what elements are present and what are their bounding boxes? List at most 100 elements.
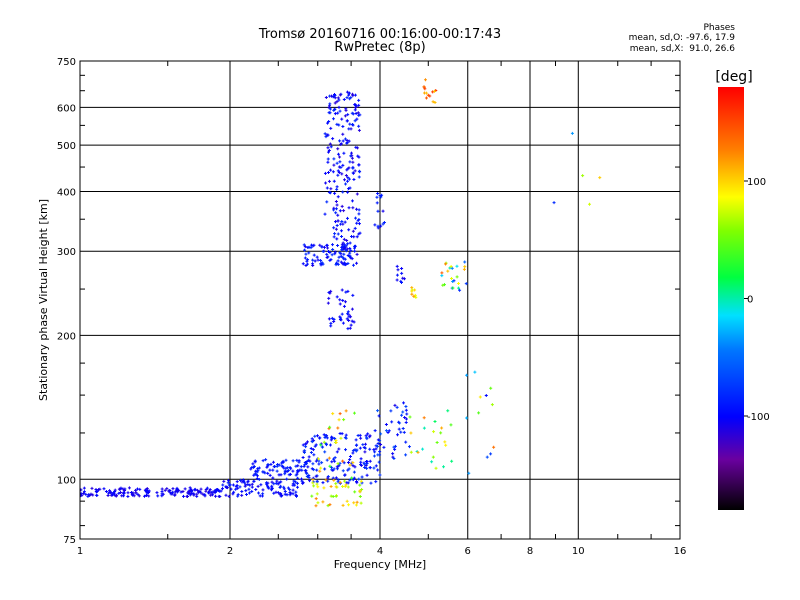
data-point <box>348 478 352 482</box>
data-point <box>458 288 462 292</box>
data-point <box>291 488 295 492</box>
data-point <box>221 483 225 487</box>
data-point <box>433 420 437 424</box>
data-point <box>119 490 123 494</box>
data-point <box>327 148 331 152</box>
data-point <box>391 452 395 456</box>
data-point <box>337 98 341 102</box>
data-point <box>82 486 86 490</box>
data-point <box>301 481 305 485</box>
data-point <box>379 442 383 446</box>
data-point <box>336 243 340 247</box>
data-point <box>340 432 344 436</box>
data-point <box>346 242 350 246</box>
data-point <box>422 91 426 95</box>
data-point <box>332 108 336 112</box>
data-point <box>352 320 356 324</box>
data-point <box>346 468 350 472</box>
data-point <box>376 453 380 457</box>
data-point <box>338 302 342 306</box>
data-point <box>231 492 235 496</box>
data-point <box>305 440 309 444</box>
data-point <box>331 117 335 121</box>
data-point <box>326 476 330 480</box>
data-point <box>355 500 359 504</box>
data-point <box>304 252 308 256</box>
data-point <box>236 486 240 490</box>
data-point <box>400 271 404 275</box>
data-point <box>397 427 401 431</box>
data-point <box>328 425 332 429</box>
data-point <box>330 316 334 320</box>
data-point <box>351 464 355 468</box>
data-point <box>451 279 455 283</box>
data-point <box>313 434 317 438</box>
y-tick-label: 200 <box>57 331 76 342</box>
data-point <box>353 226 357 230</box>
data-point <box>322 440 326 444</box>
data-point <box>134 488 138 492</box>
data-point <box>450 459 454 463</box>
data-point <box>326 301 330 305</box>
data-point <box>376 192 380 196</box>
data-point <box>465 373 469 377</box>
data-point <box>345 499 349 503</box>
data-point <box>256 484 260 488</box>
data-point <box>268 473 272 477</box>
data-point <box>341 459 345 463</box>
data-point <box>330 460 334 464</box>
data-point <box>393 444 397 448</box>
data-point <box>327 296 331 300</box>
data-point <box>291 469 295 473</box>
data-point <box>310 494 314 498</box>
data-point <box>340 234 344 238</box>
data-point <box>433 101 437 105</box>
data-point <box>444 443 448 447</box>
data-point <box>326 160 330 164</box>
data-point <box>552 201 556 205</box>
data-point <box>374 447 378 451</box>
data-point <box>318 469 322 473</box>
data-point <box>291 492 295 496</box>
data-point <box>349 151 353 155</box>
data-point <box>357 222 361 226</box>
data-point <box>431 90 435 94</box>
data-point <box>335 203 339 207</box>
y-tick-label: 600 <box>57 103 76 114</box>
data-point <box>444 262 448 266</box>
data-point <box>303 449 307 453</box>
data-point <box>426 93 430 97</box>
data-point <box>340 245 344 249</box>
data-points <box>80 78 602 508</box>
data-point <box>331 436 335 440</box>
data-point <box>328 191 332 195</box>
data-point <box>364 464 368 468</box>
data-point <box>485 455 489 459</box>
data-point <box>375 195 379 199</box>
data-point <box>327 120 331 124</box>
data-point <box>90 486 94 490</box>
data-point <box>192 492 196 496</box>
data-point <box>333 191 337 195</box>
data-point <box>346 179 350 183</box>
data-point <box>138 487 142 491</box>
data-point <box>440 271 444 275</box>
data-point <box>265 482 269 486</box>
data-point <box>319 466 323 470</box>
data-point <box>397 420 401 424</box>
data-point <box>338 160 342 164</box>
data-point <box>351 166 355 170</box>
data-point <box>372 466 376 470</box>
data-point <box>171 490 175 494</box>
data-point <box>326 150 330 154</box>
data-point <box>332 206 336 210</box>
data-point <box>332 478 336 482</box>
plot-frame <box>79 60 681 540</box>
data-point <box>364 442 368 446</box>
data-point <box>305 474 309 478</box>
data-point <box>347 93 351 97</box>
data-point <box>286 486 290 490</box>
data-point <box>226 486 230 490</box>
data-point <box>348 241 352 245</box>
data-point <box>327 179 331 183</box>
